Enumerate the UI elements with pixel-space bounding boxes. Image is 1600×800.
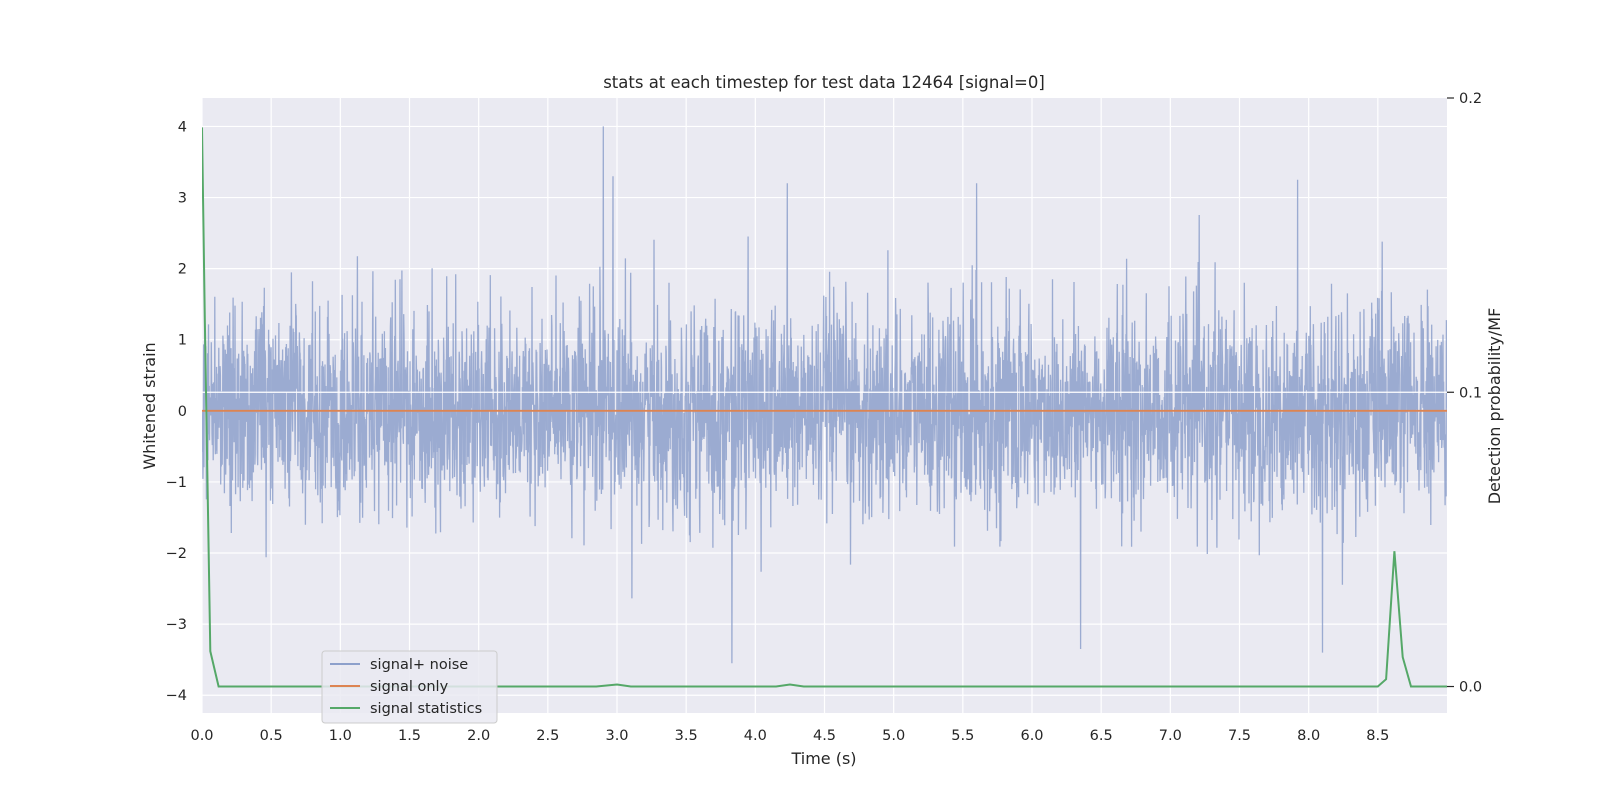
legend-label-signal: signal only [370, 679, 449, 695]
legend-box [321, 650, 498, 724]
x-tick-label: 2.0 [467, 728, 490, 744]
x-tick-label: 8.0 [1297, 728, 1320, 744]
y-tick-label: −3 [166, 617, 187, 633]
x-tick-label: 5.0 [882, 728, 905, 744]
x-tick-label: 2.5 [536, 728, 559, 744]
legend-label-stats: signal statistics [370, 701, 482, 717]
legend: signal+ noise signal only signal statist… [321, 650, 498, 724]
x-tick-label: 3.0 [605, 728, 628, 744]
x-tick-label: 4.5 [813, 728, 836, 744]
y-tick-label: −1 [166, 475, 187, 491]
x-tick-label: 0.0 [190, 728, 213, 744]
x-tick-label: 1.5 [398, 728, 421, 744]
x-tick-label: 4.0 [744, 728, 767, 744]
x-axis-label: Time (s) [790, 749, 856, 768]
y-tick-label: 0 [178, 404, 187, 420]
y2-tick-label: 0.0 [1459, 680, 1482, 696]
y-axis-label: Whitened strain [140, 342, 159, 469]
x-tick-label: 6.5 [1090, 728, 1113, 744]
x-tick-label: 7.5 [1228, 728, 1251, 744]
x-tick-label: 3.5 [675, 728, 698, 744]
series-signal-statistics [202, 127, 1447, 688]
chart-title: stats at each timestep for test data 124… [603, 73, 1045, 92]
y-axis-ticks: 4 3 2 1 0 −1 −2 −3 −4 [166, 119, 187, 704]
noise-line [202, 126, 1447, 664]
x-axis-ticks: 0.0 0.5 1.0 1.5 2.0 2.5 3.0 3.5 4.0 4.5 5.0 5.5 6.0 6… [190, 728, 1389, 744]
y-tick-label: 4 [178, 119, 187, 135]
x-tick-label: 8.5 [1366, 728, 1389, 744]
legend-label-noise: signal+ noise [370, 657, 468, 673]
stats-line [202, 127, 1447, 688]
x-tick-label: 0.5 [260, 728, 283, 744]
y-tick-label: −2 [166, 546, 187, 562]
x-tick-label: 1.0 [329, 728, 352, 744]
y2-axis-label: Detection probability/MF [1485, 308, 1504, 505]
y-tick-label: 1 [178, 333, 187, 349]
y2-axis-ticks: 0.2 0.1 0.0 [1447, 91, 1482, 696]
x-tick-label: 6.0 [1020, 728, 1043, 744]
series-signal-plus-noise [202, 126, 1447, 664]
y-tick-label: 2 [178, 262, 187, 278]
y-tick-label: 3 [178, 191, 187, 207]
y2-tick-label: 0.1 [1459, 385, 1482, 401]
x-tick-label: 5.5 [951, 728, 974, 744]
y-tick-label: −4 [166, 688, 187, 704]
y2-tick-label: 0.2 [1459, 91, 1482, 107]
x-tick-label: 7.0 [1159, 728, 1182, 744]
